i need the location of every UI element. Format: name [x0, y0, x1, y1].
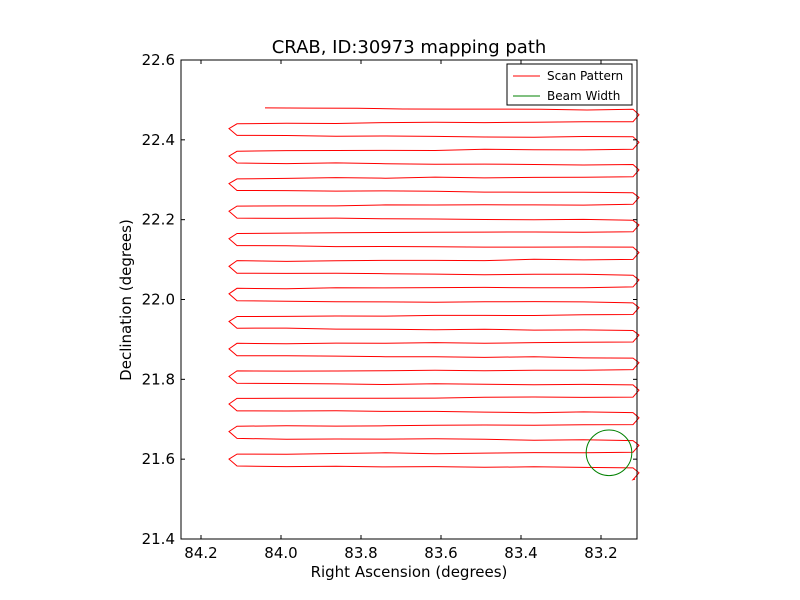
beam-width-circle — [585, 429, 633, 477]
y-tick-label: 21.8 — [142, 370, 175, 388]
x-tick-label: 84.2 — [184, 544, 217, 562]
scan-pattern-line — [228, 107, 640, 481]
x-axis-title: Right Ascension (degrees) — [311, 563, 508, 581]
plot-area — [228, 107, 640, 481]
y-tick-label: 22.0 — [142, 291, 175, 309]
y-tick-label: 21.6 — [142, 450, 175, 468]
y-axis-ticks: 21.4 21.6 21.8 22.0 22.2 22.4 22.6 — [142, 51, 637, 548]
x-tick-label: 83.6 — [424, 544, 457, 562]
y-tick-label: 22.4 — [142, 131, 175, 149]
x-tick-label: 83.2 — [584, 544, 617, 562]
legend-label-scan-pattern: Scan Pattern — [547, 69, 623, 83]
legend-label-beam-width: Beam Width — [547, 89, 620, 103]
legend: Scan Pattern Beam Width — [506, 63, 633, 106]
x-tick-label: 84.0 — [264, 544, 297, 562]
x-tick-label: 83.8 — [344, 544, 377, 562]
chart-title: CRAB, ID:30973 mapping path — [272, 37, 547, 58]
y-tick-label: 21.4 — [142, 530, 175, 548]
y-tick-label: 22.6 — [142, 51, 175, 69]
y-axis-title: Declination (degrees) — [117, 219, 135, 381]
x-axis-ticks: 84.2 84.0 83.8 83.6 83.4 83.2 — [184, 60, 618, 562]
y-tick-label: 22.2 — [142, 211, 175, 229]
legend-box — [506, 63, 633, 106]
x-tick-label: 83.4 — [504, 544, 537, 562]
